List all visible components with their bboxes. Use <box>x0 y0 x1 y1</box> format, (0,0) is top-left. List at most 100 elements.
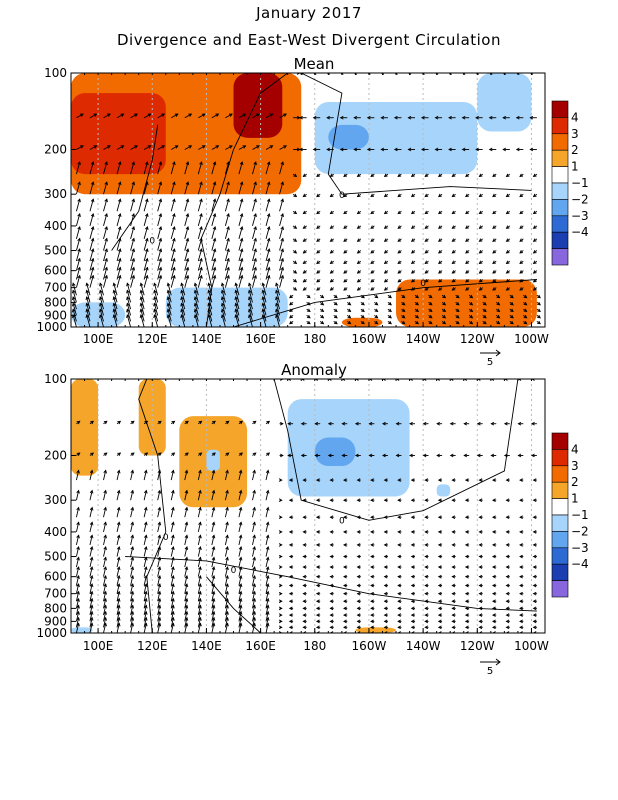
wind-vector-head <box>76 622 80 627</box>
wind-vector-head <box>288 591 293 596</box>
wind-vector <box>170 598 174 609</box>
wind-vector-head <box>90 226 95 230</box>
y-tick-label: 300 <box>44 493 67 507</box>
wind-vector-head <box>220 296 225 301</box>
wind-vector-head <box>532 565 537 569</box>
wind-vector <box>126 296 132 310</box>
wind-vector <box>265 470 269 481</box>
wind-vector <box>197 248 203 262</box>
wind-vector-head <box>184 610 189 615</box>
colorbar-swatch <box>551 231 569 249</box>
wind-vector-head <box>278 591 283 596</box>
wind-vector-head <box>327 421 332 426</box>
wind-vector-head <box>370 238 375 242</box>
wind-vector <box>252 145 260 150</box>
wind-vector <box>157 199 162 212</box>
wind-vector-head <box>252 556 256 561</box>
wind-vector-head <box>424 278 429 283</box>
wind-vector-head <box>171 521 175 526</box>
wind-vector-head <box>315 565 320 569</box>
wind-vector-head <box>383 631 388 633</box>
wind-vector-head <box>302 210 307 215</box>
wind-vector-head <box>103 556 107 561</box>
wind-vector-head <box>515 115 520 120</box>
wind-vector-head <box>280 421 284 426</box>
wind-vector <box>143 591 147 602</box>
wind-vector <box>211 598 215 609</box>
wind-vector-head <box>380 147 385 152</box>
wind-vector-head <box>370 478 374 482</box>
colorbar-tick-label: −2 <box>571 524 589 538</box>
wind-vector-head <box>532 478 537 482</box>
shaded-region <box>71 93 166 175</box>
wind-vector-head <box>463 453 468 458</box>
colorbar-tick-label: −2 <box>571 192 589 206</box>
wind-vector <box>170 470 174 481</box>
wind-vector-head <box>126 289 130 294</box>
wind-vector-head <box>261 282 266 287</box>
wind-vector-head <box>475 73 479 75</box>
wind-vector-head <box>320 308 325 313</box>
wind-vector <box>75 583 80 594</box>
wind-vector-head <box>171 534 175 539</box>
wind-vector-head <box>131 274 136 279</box>
wind-vector-head <box>252 546 256 550</box>
wind-vector-head <box>532 619 537 624</box>
wind-vector-head <box>238 604 243 609</box>
wind-vector-head <box>519 498 523 503</box>
wind-vector-head <box>265 556 270 561</box>
wind-vector-head <box>397 287 402 291</box>
wind-vector-head <box>293 287 298 291</box>
wind-vector-head <box>329 210 334 215</box>
wind-vector <box>140 314 145 327</box>
wind-vector-head <box>212 226 217 230</box>
wind-vector <box>75 507 80 518</box>
contour-label: 0 <box>420 279 426 289</box>
contour-label: 0 <box>163 533 169 543</box>
wind-vector-head <box>455 301 460 306</box>
wind-vector <box>252 267 257 280</box>
wind-vector-head <box>253 213 257 217</box>
wind-vector <box>167 283 172 296</box>
wind-vector <box>153 303 159 316</box>
wind-vector <box>157 557 161 568</box>
wind-vector <box>75 535 80 546</box>
wind-vector-head <box>76 583 80 588</box>
wind-vector <box>225 145 233 150</box>
wind-vector-head <box>130 452 135 456</box>
wind-vector <box>184 591 188 602</box>
wind-vector-head <box>266 274 271 279</box>
wind-vector-head <box>465 270 469 274</box>
wind-vector <box>235 309 240 322</box>
wind-vector-head <box>410 250 415 254</box>
wind-vector-head <box>266 213 271 217</box>
wind-vector <box>103 199 108 212</box>
wind-vector <box>279 226 284 240</box>
wind-vector-head <box>166 296 171 301</box>
wind-vector-head <box>174 113 179 117</box>
wind-vector <box>157 591 161 602</box>
wind-vector-head <box>288 565 293 569</box>
wind-vector-head <box>464 478 469 482</box>
wind-vector <box>197 598 201 609</box>
wind-vector-head <box>410 530 415 534</box>
wind-vector <box>221 290 226 303</box>
y-tick-label: 100 <box>44 66 67 80</box>
wind-vector-head <box>174 145 179 149</box>
wind-vector-head <box>529 147 534 152</box>
wind-vector-head <box>117 248 122 253</box>
wind-vector <box>252 226 257 240</box>
wind-vector <box>126 314 132 327</box>
colorbar-swatch <box>551 117 569 135</box>
wind-vector <box>75 161 81 175</box>
wind-vector <box>211 213 216 227</box>
wind-vector-head <box>366 115 371 120</box>
wind-vector-head <box>388 320 392 325</box>
wind-vector-head <box>117 420 122 425</box>
wind-vector-head <box>383 193 388 198</box>
wind-vector-head <box>212 237 217 242</box>
contour-line <box>125 556 537 612</box>
wind-vector <box>143 113 151 119</box>
wind-vector-head <box>266 248 271 253</box>
wind-vector <box>143 507 147 518</box>
